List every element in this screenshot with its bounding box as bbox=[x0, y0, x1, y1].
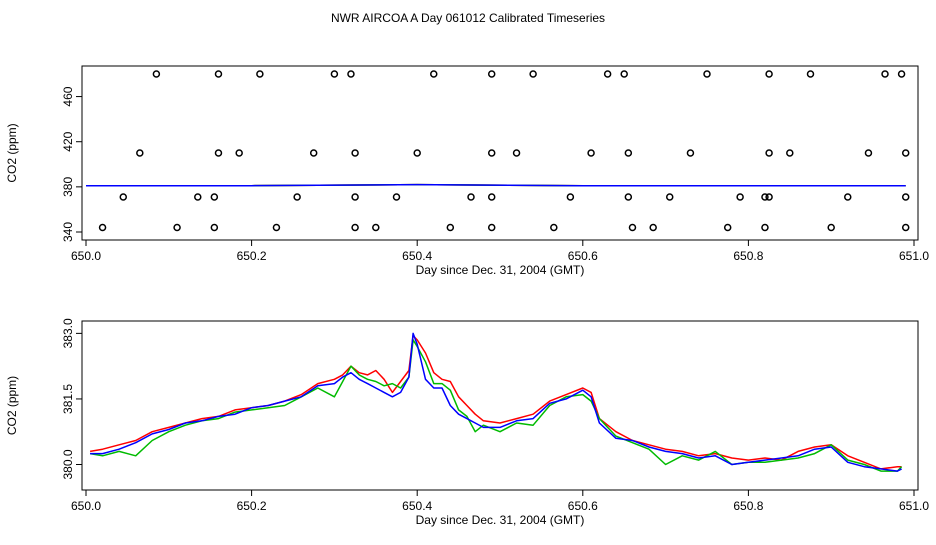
data-point bbox=[152, 70, 161, 78]
plot-frame bbox=[81, 65, 919, 241]
data-point bbox=[446, 223, 455, 232]
data-point bbox=[293, 193, 301, 201]
data-point bbox=[372, 223, 380, 232]
data-point bbox=[864, 149, 873, 157]
data-point bbox=[272, 223, 281, 232]
x-tick-label: 650.8 bbox=[733, 499, 763, 513]
y-tick-label: 383.0 bbox=[61, 318, 75, 348]
data-point bbox=[529, 70, 537, 78]
data-point bbox=[844, 193, 852, 201]
data-point bbox=[173, 223, 181, 232]
data-point bbox=[194, 193, 202, 201]
y-tick-label: 380.0 bbox=[61, 449, 75, 479]
data-point bbox=[512, 149, 521, 157]
data-point bbox=[487, 149, 496, 157]
data-point bbox=[761, 223, 769, 232]
data-point bbox=[686, 149, 695, 157]
x-tick-label: 651.0 bbox=[899, 499, 929, 513]
x-axis-label: Day since Dec. 31, 2004 (GMT) bbox=[416, 263, 585, 277]
x-tick-label: 650.4 bbox=[402, 499, 432, 513]
x-tick-label: 650.0 bbox=[71, 249, 101, 263]
x-tick-label: 650.8 bbox=[733, 249, 763, 263]
data-point bbox=[566, 193, 575, 201]
data-point bbox=[550, 223, 558, 232]
panel-top: 650.0 650.2 650.4 650.6 650.8 651.0 340 380 420 4… bbox=[5, 65, 929, 277]
data-point bbox=[723, 223, 732, 232]
x-tick-label: 650.0 bbox=[71, 499, 101, 513]
y-tick-label: 340 bbox=[61, 222, 75, 242]
x-tick-label: 651.0 bbox=[899, 249, 929, 263]
data-point bbox=[765, 70, 773, 78]
series-line bbox=[89, 339, 903, 472]
data-point bbox=[392, 193, 401, 201]
data-point bbox=[413, 149, 421, 157]
data-point bbox=[330, 70, 339, 78]
y-axis-label: CO2 (ppm) bbox=[5, 376, 19, 435]
data-point bbox=[665, 193, 674, 201]
data-point bbox=[806, 70, 815, 78]
data-point bbox=[214, 70, 223, 78]
x-tick-label: 650.6 bbox=[568, 249, 598, 263]
data-point bbox=[256, 70, 264, 78]
data-point bbox=[620, 70, 628, 78]
data-point bbox=[210, 223, 219, 232]
data-point bbox=[624, 149, 633, 157]
data-point bbox=[119, 193, 128, 201]
data-point bbox=[309, 149, 318, 157]
data-point bbox=[901, 223, 910, 232]
data-point bbox=[467, 193, 475, 201]
data-point bbox=[603, 70, 612, 78]
plot-frame bbox=[81, 320, 919, 491]
x-tick-label: 650.4 bbox=[402, 249, 432, 263]
y-axis-label: CO2 (ppm) bbox=[5, 123, 19, 182]
data-point bbox=[897, 70, 906, 78]
y-tick-label: 380 bbox=[61, 177, 75, 197]
data-point bbox=[351, 223, 359, 232]
y-tick-label: 460 bbox=[61, 86, 75, 106]
y-tick-label: 420 bbox=[61, 131, 75, 151]
panel-bottom: 650.0 650.2 650.4 650.6 650.8 651.0 380.0 381.5… bbox=[5, 318, 929, 527]
data-point bbox=[587, 149, 595, 157]
x-tick-label: 650.2 bbox=[237, 499, 267, 513]
data-point bbox=[736, 193, 744, 201]
data-point bbox=[786, 149, 794, 157]
x-tick-label: 650.2 bbox=[237, 249, 267, 263]
data-point bbox=[765, 149, 773, 157]
data-point bbox=[487, 223, 496, 232]
data-point bbox=[430, 70, 438, 78]
series-line bbox=[89, 334, 902, 470]
x-axis-label: Day since Dec. 31, 2004 (GMT) bbox=[416, 513, 585, 527]
data-point bbox=[624, 193, 633, 201]
data-point bbox=[347, 70, 355, 78]
data-point bbox=[351, 193, 359, 201]
chart-title: NWR AIRCOA A Day 061012 Calibrated Times… bbox=[331, 11, 605, 25]
data-point bbox=[214, 149, 223, 157]
data-point bbox=[487, 70, 496, 78]
data-point bbox=[703, 70, 711, 78]
data-point bbox=[761, 193, 769, 201]
data-point bbox=[881, 70, 889, 78]
data-point bbox=[98, 223, 107, 232]
data-point bbox=[351, 149, 359, 157]
data-point bbox=[765, 193, 773, 201]
series-line bbox=[86, 183, 906, 187]
data-point bbox=[235, 149, 243, 157]
data-point bbox=[827, 223, 835, 232]
y-tick-label: 381.5 bbox=[61, 384, 75, 414]
data-point bbox=[136, 149, 144, 157]
data-point bbox=[210, 193, 219, 201]
data-point bbox=[487, 193, 496, 201]
x-tick-label: 650.6 bbox=[568, 499, 598, 513]
data-point bbox=[628, 223, 637, 232]
data-point bbox=[901, 193, 910, 201]
data-point bbox=[901, 149, 910, 157]
data-point bbox=[649, 223, 657, 232]
series-line bbox=[90, 332, 902, 472]
